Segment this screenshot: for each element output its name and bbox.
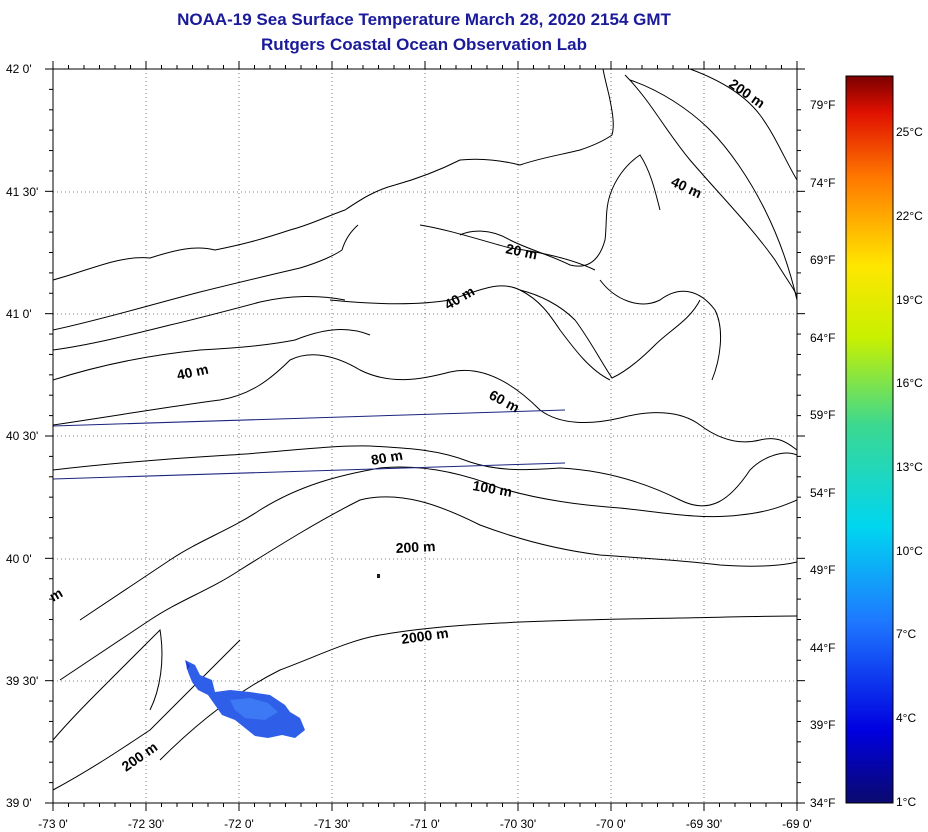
contour-40-west: [53, 329, 371, 381]
contour-2000: [159, 615, 797, 761]
contour-label-40-west: 40 m: [175, 361, 210, 383]
fahrenheit-labels: 79°F 74°F 69°F 64°F 59°F 54°F 49°F 44°F …: [810, 98, 835, 810]
contour-label-40-mid: 40 m: [442, 283, 478, 313]
contour-label-200-ne: 200 m: [726, 75, 768, 111]
contour-label-edge: m: [47, 585, 66, 605]
lon-label: -71 30': [314, 817, 350, 831]
celsius-label: 25°C: [896, 125, 923, 139]
celsius-label: 7°C: [896, 627, 916, 641]
cape-cod: [459, 154, 661, 267]
nantucket-shoals: [599, 279, 721, 381]
fahrenheit-label: 74°F: [810, 176, 835, 190]
islands-ma: [519, 289, 701, 379]
fahrenheit-label: 39°F: [810, 718, 835, 732]
fahrenheit-label: 54°F: [810, 486, 835, 500]
fahrenheit-label: 79°F: [810, 98, 835, 112]
satellite-tracks: [52, 409, 566, 480]
celsius-label: 22°C: [896, 209, 923, 223]
map-subtitle: Rutgers Coastal Ocean Observation Lab: [261, 35, 587, 54]
coast-east-edge: [629, 79, 797, 301]
long-island: [53, 224, 359, 331]
lon-label: -69 30': [686, 817, 722, 831]
contour-40-ne: [624, 74, 797, 297]
lon-label: -69 0': [782, 817, 812, 831]
frame-ticks: [45, 61, 805, 811]
contour-100: [79, 466, 797, 621]
sst-colorbar: [845, 75, 894, 804]
lat-label: 39 0': [6, 796, 32, 810]
contour-deep-sw: [53, 639, 241, 791]
contour-label-60: 60 m: [487, 387, 523, 416]
contour-200-sw: [53, 628, 163, 741]
latitude-labels: 42 0' 41 30' 41 0' 40 30' 40 0' 39 30' 3…: [6, 62, 38, 810]
contour-20: [419, 224, 596, 271]
lon-label: -70 30': [500, 817, 536, 831]
celsius-label: 16°C: [896, 376, 923, 390]
contour-label-40-ne: 40 m: [669, 173, 705, 201]
lat-label: 39 30': [6, 674, 38, 688]
lat-label: 41 0': [6, 307, 32, 321]
gridlines: [53, 69, 797, 803]
contour-60: [53, 354, 797, 451]
lon-label: -73 0': [38, 817, 68, 831]
fahrenheit-label: 59°F: [810, 408, 835, 422]
fahrenheit-label: 64°F: [810, 331, 835, 345]
contour-label-200-mid: 200 m: [395, 538, 435, 556]
map-title: NOAA-19 Sea Surface Temperature March 28…: [177, 10, 671, 29]
lon-label: -72 0': [224, 817, 254, 831]
long-island-south: [53, 296, 346, 351]
lat-label: 41 30': [6, 185, 38, 199]
celsius-label: 1°C: [896, 795, 916, 809]
fahrenheit-label: 49°F: [810, 563, 835, 577]
contour-200-mid: [59, 496, 797, 681]
fahrenheit-label: 44°F: [810, 641, 835, 655]
contour-north-east: [689, 69, 797, 181]
lon-label: -72 30': [128, 817, 164, 831]
sst-patch: [185, 574, 380, 738]
lat-label: 42 0': [6, 62, 32, 76]
contour-40-mid: [329, 285, 611, 381]
lon-label: -70 0': [596, 817, 626, 831]
lat-label: 40 30': [6, 429, 38, 443]
lat-label: 40 0': [6, 552, 32, 566]
celsius-label: 4°C: [896, 711, 916, 725]
celsius-label: 19°C: [896, 293, 923, 307]
contour-labels: 200 m 40 m 20 m 40 m 40 m 60 m 80 m 100 …: [47, 75, 768, 774]
celsius-label: 13°C: [896, 460, 923, 474]
fahrenheit-label: 69°F: [810, 253, 835, 267]
longitude-labels: -73 0' -72 30' -72 0' -71 30' -71 0' -70…: [38, 817, 812, 831]
celsius-labels: 25°C 22°C 19°C 16°C 13°C 10°C 7°C 4°C 1°…: [896, 125, 923, 809]
contour-label-2000: 2000 m: [400, 625, 449, 647]
contour-label-100: 100 m: [471, 477, 513, 500]
fahrenheit-label: 34°F: [810, 796, 835, 810]
contour-label-80: 80 m: [370, 447, 404, 468]
coastline-north: [53, 69, 614, 281]
contour-label-20: 20 m: [504, 240, 539, 262]
contour-label-200-sw: 200 m: [119, 739, 161, 775]
celsius-label: 10°C: [896, 544, 923, 558]
lon-label: -71 0': [410, 817, 440, 831]
